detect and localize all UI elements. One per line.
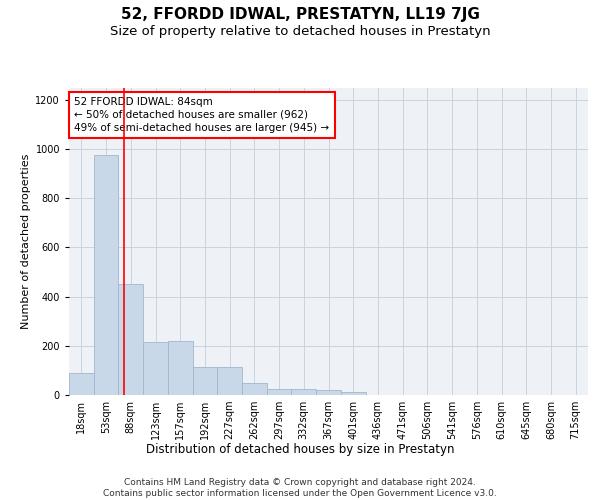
- Bar: [118, 284, 143, 395]
- Bar: [242, 383, 267, 395]
- Bar: [292, 389, 316, 395]
- Text: Size of property relative to detached houses in Prestatyn: Size of property relative to detached ho…: [110, 25, 490, 38]
- Bar: [69, 374, 94, 395]
- Text: 52 FFORDD IDWAL: 84sqm
← 50% of detached houses are smaller (962)
49% of semi-de: 52 FFORDD IDWAL: 84sqm ← 50% of detached…: [74, 96, 329, 133]
- Bar: [94, 155, 118, 395]
- Text: 52, FFORDD IDWAL, PRESTATYN, LL19 7JG: 52, FFORDD IDWAL, PRESTATYN, LL19 7JG: [121, 8, 479, 22]
- Bar: [316, 390, 341, 395]
- Bar: [217, 366, 242, 395]
- Bar: [341, 392, 365, 395]
- Y-axis label: Number of detached properties: Number of detached properties: [21, 154, 31, 329]
- Text: Distribution of detached houses by size in Prestatyn: Distribution of detached houses by size …: [146, 442, 454, 456]
- Bar: [168, 341, 193, 395]
- Bar: [143, 342, 168, 395]
- Bar: [267, 389, 292, 395]
- Text: Contains HM Land Registry data © Crown copyright and database right 2024.
Contai: Contains HM Land Registry data © Crown c…: [103, 478, 497, 498]
- Bar: [193, 366, 217, 395]
